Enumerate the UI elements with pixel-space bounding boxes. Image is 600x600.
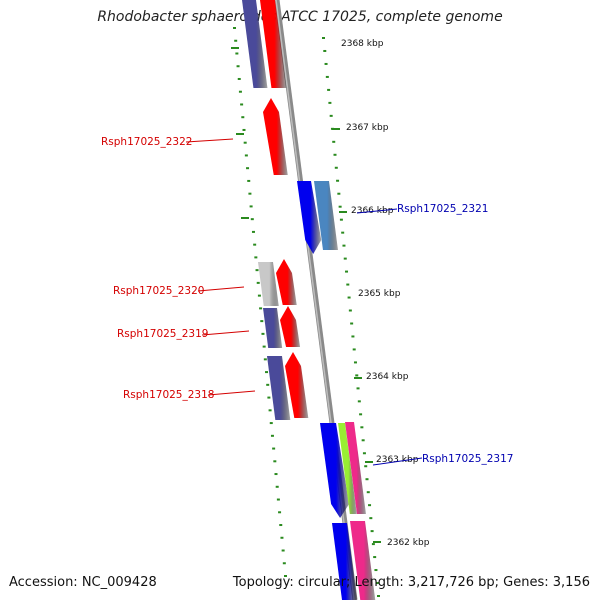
gene-leader-line bbox=[372, 457, 423, 466]
gene-leader-line bbox=[197, 286, 245, 292]
genome-title: Rhodobacter sphaeroides ATCC 17025, comp… bbox=[97, 9, 503, 25]
gene-leader-line bbox=[185, 138, 234, 143]
accession-label: Accession: NC_009428 bbox=[9, 575, 157, 590]
gene-leader-line bbox=[356, 208, 398, 214]
scale-label: 2365 kbp bbox=[358, 289, 401, 299]
scale-label: 2367 kbp bbox=[346, 123, 389, 133]
gene-block bbox=[267, 356, 291, 420]
gene-arrow bbox=[285, 352, 309, 418]
gene-block bbox=[263, 308, 283, 348]
scale-label: 2368 kbp bbox=[341, 39, 384, 49]
gene-block bbox=[338, 423, 357, 514]
gene-label: Rsph17025_2321 bbox=[397, 203, 488, 215]
gene-block bbox=[350, 521, 376, 600]
gene-block bbox=[258, 262, 279, 306]
gene-leader-line bbox=[201, 330, 250, 336]
gene-block bbox=[332, 523, 358, 600]
gene-leader-line bbox=[207, 390, 256, 396]
gene-label: Rsph17025_2318 bbox=[123, 389, 214, 401]
gene-label: Rsph17025_2319 bbox=[117, 328, 208, 340]
gene-arrow bbox=[320, 423, 350, 518]
topology-label: Topology: circular; Length: 3,217,726 bp… bbox=[232, 575, 590, 590]
gene-block bbox=[345, 422, 366, 514]
gene-label: Rsph17025_2317 bbox=[422, 453, 513, 465]
scale-label: 2364 kbp bbox=[366, 372, 409, 382]
scale-label: 2363 kbp bbox=[376, 455, 419, 465]
gene-label: Rsph17025_2320 bbox=[113, 285, 204, 297]
gene-arrow bbox=[263, 98, 288, 175]
scale-label: 2362 kbp bbox=[387, 538, 430, 548]
gene-label: Rsph17025_2322 bbox=[101, 136, 192, 148]
gene-block bbox=[242, 0, 268, 88]
gene-block bbox=[260, 0, 287, 88]
gene-block bbox=[314, 181, 338, 250]
gene-arrow bbox=[276, 259, 297, 305]
gene-arrow bbox=[297, 181, 322, 254]
gene-arrow bbox=[280, 306, 301, 347]
